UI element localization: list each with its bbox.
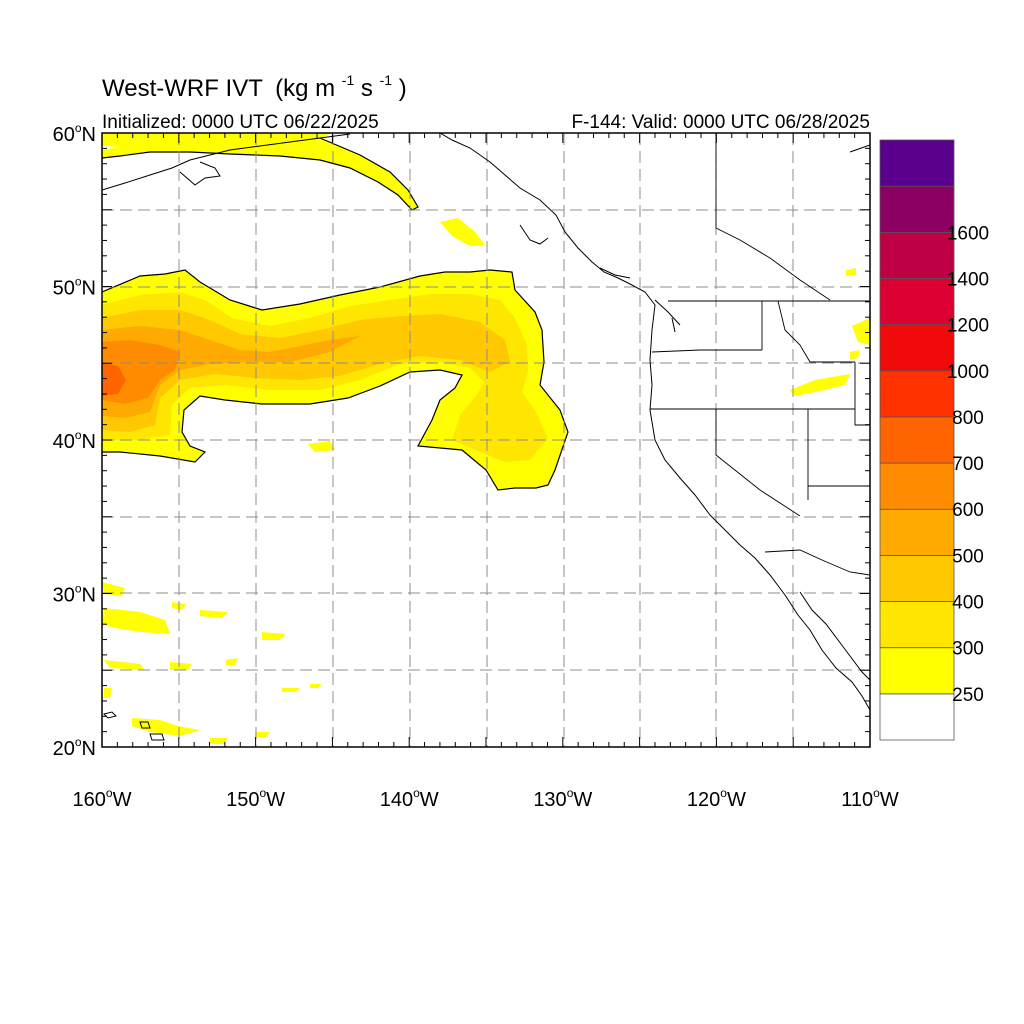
colorbar-label: 1400 [947,269,989,290]
border-canada-inland [715,133,831,301]
ivt-600-plume [102,340,180,404]
colorbar-box [879,231,955,279]
colorbar: 250 300 400 500 600 700 800 1000 1200 1400 1600 [879,139,989,741]
border-id-mt [777,300,855,363]
ivt-250-patch-l [262,632,285,640]
lat-label: 60oN [53,121,96,146]
subtitle-initialized: Initialized: 0000 UTC 06/22/2025 [102,112,379,133]
colorbar-label: 400 [952,593,984,614]
colorbar-label: 1000 [947,362,989,383]
colorbar-box [879,278,955,326]
colorbar-box [879,693,955,741]
colorbar-label: 1200 [947,316,989,337]
lat-label: 30oN [53,582,96,607]
ivt-250-patch-c [790,374,850,396]
colorbar-box [879,370,955,418]
ivt-shading [102,133,870,744]
coast-alaska-peninsula [179,161,221,186]
ivt-250-patch-d [852,318,870,345]
map-plot [102,133,870,747]
political-borders [650,133,870,576]
lat-label: 20oN [53,735,96,760]
ivt-250-patch-a [440,218,485,246]
ivt-250-patch-p [104,688,112,698]
ivt-250-patch-t [310,684,322,688]
lon-label: 120oW [687,786,746,811]
coast-east-edge [849,144,870,153]
title-units-open: (kg m [275,75,335,102]
title-main: West-WRF IVT [102,75,263,102]
ivt-250-patch-q [210,738,228,744]
title-units-close: ) [399,75,407,102]
axis-ticks [101,132,871,748]
border-us-mexico [764,549,870,576]
ivt-250-patch-i [104,660,145,670]
coast-baja-gulf [799,591,870,681]
ivt-250-alaska-band [102,134,418,210]
border-ca-nv [715,409,801,517]
map-title: West-WRF IVT (kg m -1 s -1 ) [102,64,407,102]
coast-alaska-south [102,133,351,191]
colorbar-label: 500 [952,546,984,567]
lon-label: 140oW [380,786,439,811]
title-units-exp2: -1 [380,72,393,88]
coastlines [102,133,870,741]
colorbar-box [879,139,955,187]
colorbar-box [879,554,955,602]
colorbar-label: 600 [952,500,984,521]
colorbar-box [879,601,955,649]
ivt-250-patch-s [226,658,238,665]
latitude-labels: 60oN 50oN 40oN 30oN 20oN [53,121,96,760]
colorbar-box [879,508,955,556]
colorbar-label: 300 [952,639,984,660]
ivt-250-patch-e [846,268,856,276]
ivt-250-patch-r [255,732,270,737]
coast-north-america [439,133,870,711]
lat-label: 40oN [53,428,96,453]
ivt-250-patch-k [170,662,192,670]
title-units-mid: s [361,75,373,102]
ivt-250-alaska-north [102,133,330,150]
lon-label: 160oW [73,786,132,811]
graticule [102,133,870,747]
colorbar-label: 800 [952,408,984,429]
ivt-250-patch-n [282,688,300,692]
colorbar-box [879,185,955,233]
title-units-exp1: -1 [342,72,355,88]
colorbar-box [879,462,955,510]
lon-label: 110oW [841,786,899,811]
longitude-labels: 160oW 150oW 140oW 130oW 120oW 110oW [73,786,899,811]
colorbar-label: 1600 [947,223,989,244]
ivt-250-patch-j [132,718,200,736]
ivt-250-patch-f [850,350,860,360]
lon-label: 150oW [226,786,285,811]
colorbar-label: 700 [952,454,984,475]
ivt-700-plume [102,362,126,396]
colorbar-box [879,647,955,695]
colorbar-label: 250 [952,685,984,706]
subtitle-valid: F-144: Valid: 0000 UTC 06/28/2025 [571,112,870,133]
coast-bc-islands [519,224,681,333]
border-wa-or [651,349,762,353]
ivt-contour-outlines [102,137,569,491]
lon-label: 130oW [533,786,592,811]
ivt-250-patch-b [308,441,335,452]
lat-label: 50oN [53,275,96,300]
colorbar-box [879,324,955,372]
ivt-250-patch-o [200,610,228,618]
ivt-250-patch-h [102,608,170,634]
colorbar-box [879,416,955,464]
